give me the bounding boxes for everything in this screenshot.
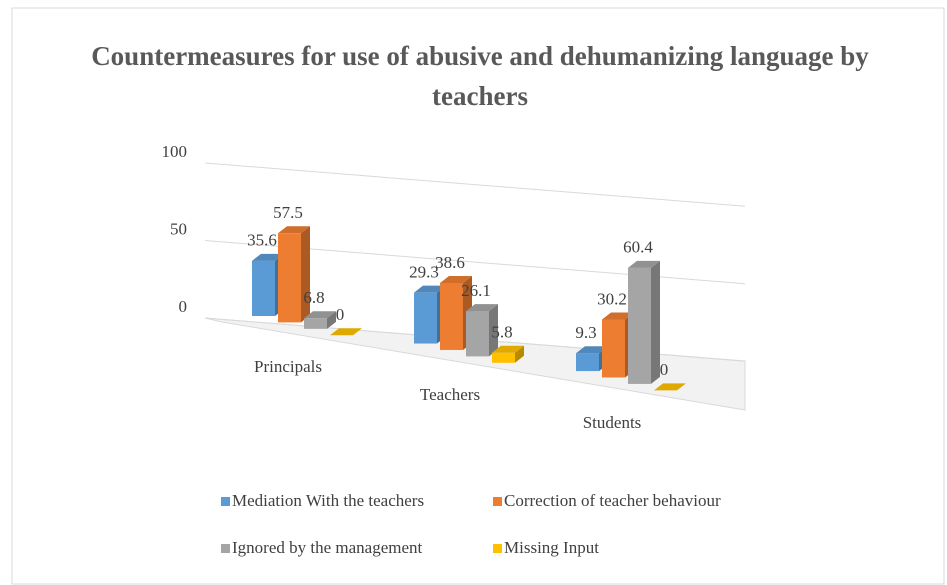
bar xyxy=(466,304,498,357)
bar-top xyxy=(492,345,524,353)
y-tick-label: 0 xyxy=(179,297,188,316)
legend-swatch xyxy=(493,497,502,506)
data-label: 57.5 xyxy=(273,203,303,222)
bar-top xyxy=(602,312,634,320)
data-label: 0 xyxy=(660,360,669,379)
data-label: 60.4 xyxy=(623,238,653,257)
bar-front xyxy=(602,319,625,378)
data-label: 29.3 xyxy=(409,263,439,282)
bar-front xyxy=(576,353,599,372)
bar-side xyxy=(489,304,498,357)
bar xyxy=(628,260,660,384)
data-label: 9.3 xyxy=(575,323,596,342)
bar-top xyxy=(628,260,660,268)
bar-top xyxy=(440,275,472,283)
legend-label: Mediation With the teachers xyxy=(232,491,424,510)
bar-side xyxy=(327,311,336,329)
bar-front xyxy=(278,233,301,323)
bar-front xyxy=(628,267,651,384)
bar-top xyxy=(654,383,686,391)
bar-top xyxy=(576,346,608,354)
x-tick-label: Teachers xyxy=(420,385,480,404)
bar xyxy=(330,328,362,336)
bar xyxy=(304,311,336,329)
bar xyxy=(654,383,686,391)
legend-swatch xyxy=(221,544,230,553)
chart-title: Countermeasures for use of abusive and d… xyxy=(91,41,869,111)
bar-side xyxy=(651,260,660,384)
bar xyxy=(492,345,524,363)
legend-label: Ignored by the management xyxy=(232,538,423,557)
bar-top xyxy=(304,311,336,319)
y-tick-label: 50 xyxy=(170,219,187,238)
data-label: 6.8 xyxy=(303,288,324,307)
data-label: 26.1 xyxy=(461,281,491,300)
bar-top xyxy=(414,285,446,293)
data-label: 0 xyxy=(336,305,345,324)
legend-swatch xyxy=(493,544,502,553)
x-tick-label: Students xyxy=(583,413,642,432)
legend-label: Missing Input xyxy=(504,538,599,557)
bar-side xyxy=(515,345,524,363)
bar xyxy=(278,226,310,323)
legend-swatch xyxy=(221,497,230,506)
bar-front xyxy=(252,260,275,316)
data-label: 38.6 xyxy=(435,253,465,272)
legend-label: Correction of teacher behaviour xyxy=(504,491,721,510)
data-label: 30.2 xyxy=(597,289,627,308)
bar-side xyxy=(301,226,310,323)
bar-top xyxy=(466,304,498,312)
bar-top xyxy=(278,226,310,234)
data-label: 35.6 xyxy=(247,231,277,250)
bar-top xyxy=(330,328,362,336)
x-tick-label: Principals xyxy=(254,357,322,376)
grid-line xyxy=(204,162,746,207)
bar-front xyxy=(304,318,327,329)
bar-front xyxy=(440,282,463,350)
bar-front xyxy=(414,292,437,344)
chart-border xyxy=(11,7,945,585)
data-label: 5.8 xyxy=(491,323,512,342)
bar-front xyxy=(466,311,489,357)
bar-top xyxy=(252,253,284,261)
bar-front xyxy=(492,352,515,363)
y-tick-label: 100 xyxy=(162,142,188,161)
